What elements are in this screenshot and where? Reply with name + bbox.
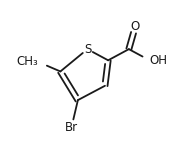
Text: OH: OH — [150, 54, 168, 67]
Text: Br: Br — [65, 121, 78, 134]
Text: O: O — [131, 20, 140, 33]
Text: S: S — [84, 43, 91, 56]
Text: CH₃: CH₃ — [16, 55, 38, 68]
